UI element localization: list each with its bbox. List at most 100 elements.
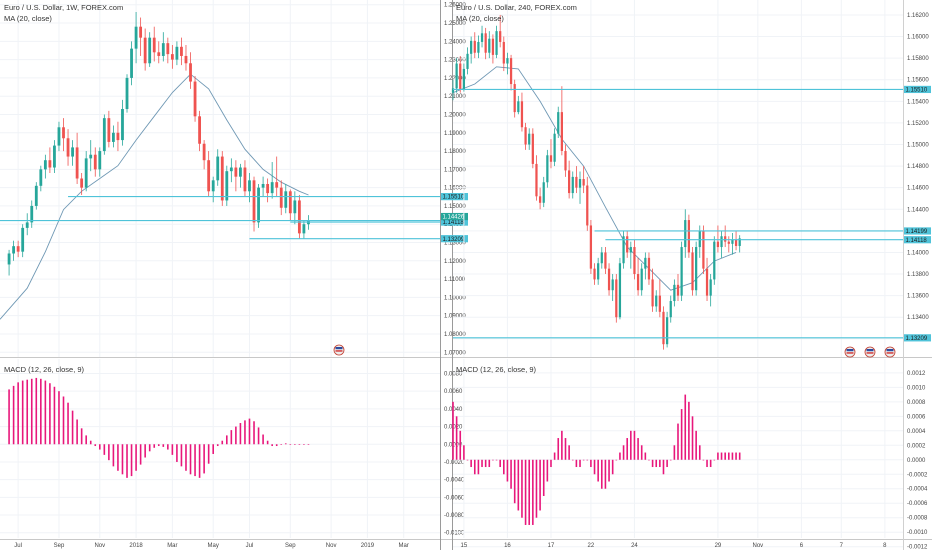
- macd-bar: [112, 444, 115, 467]
- candle: [216, 149, 220, 186]
- candle: [702, 225, 705, 275]
- candle-body: [586, 185, 589, 226]
- candle: [297, 194, 301, 239]
- L-y-tick: 1.24000: [444, 39, 466, 45]
- macd-bar: [717, 452, 719, 460]
- candle: [180, 37, 183, 66]
- candle-body: [575, 176, 578, 188]
- macd-bar: [253, 421, 255, 445]
- candle-body: [12, 246, 16, 254]
- candle-body: [261, 183, 265, 188]
- macd-bar: [130, 444, 133, 477]
- candle: [252, 176, 256, 232]
- candle: [111, 125, 115, 148]
- macd-bar: [194, 444, 196, 477]
- R-macd-y-tick: 0.0000: [907, 458, 926, 464]
- left-flag-icon[interactable]: [333, 344, 345, 356]
- candle: [600, 247, 603, 269]
- macd-bar: [207, 444, 210, 464]
- macd-bar: [239, 423, 242, 445]
- candle-body: [626, 236, 629, 253]
- macd-bar: [709, 459, 712, 468]
- macd-bar: [724, 452, 726, 460]
- candle: [39, 165, 43, 192]
- macd-bar: [492, 459, 494, 461]
- left-macd-chart[interactable]: 0.00800.00600.00400.00200.0000-0.0020-0.…: [0, 359, 465, 538]
- right-horizontal-levels[interactable]: [453, 88, 903, 339]
- candle-body: [43, 160, 47, 170]
- candle: [665, 311, 669, 348]
- candle-body: [560, 112, 563, 151]
- candle-body: [198, 116, 201, 144]
- candle: [207, 151, 211, 197]
- candle-body: [66, 138, 70, 157]
- candle: [655, 290, 658, 312]
- R-y-tick: 1.16200: [907, 13, 929, 19]
- macd-bar: [550, 459, 552, 468]
- candle-body: [662, 311, 665, 345]
- right-event-flags[interactable]: [844, 346, 896, 358]
- candle-body: [148, 37, 152, 64]
- candle: [48, 147, 52, 174]
- macd-bar: [85, 435, 87, 445]
- macd-bar: [503, 459, 505, 475]
- macd-bar: [728, 452, 730, 460]
- macd-bar: [103, 444, 106, 455]
- R-x-tick: 17: [548, 543, 555, 549]
- macd-bar: [608, 459, 610, 482]
- macd-bar: [513, 459, 516, 504]
- candle: [243, 160, 247, 197]
- candle-body: [513, 84, 516, 113]
- L-y-tick: 1.20000: [444, 112, 466, 118]
- macd-bar: [651, 459, 654, 468]
- candle: [202, 140, 206, 170]
- candle: [121, 99, 124, 146]
- candle-body: [220, 156, 224, 201]
- macd-bar: [185, 444, 187, 471]
- candle: [43, 154, 47, 179]
- candle: [484, 27, 487, 60]
- macd-bar: [58, 391, 60, 445]
- L-y-tick: 1.18000: [444, 149, 466, 155]
- us-flag-event-icon[interactable]: [864, 346, 876, 358]
- candle-body: [252, 180, 256, 223]
- candle-body: [553, 133, 556, 162]
- candle: [531, 128, 534, 169]
- candle-body: [687, 220, 691, 253]
- candle: [586, 176, 589, 231]
- left-price-chart[interactable]: 1.07000 1.08000 1.09000 1.10000 1.11000 1.120…: [0, 0, 468, 357]
- macd-bar: [21, 380, 24, 445]
- right-moving-average: [452, 66, 737, 291]
- us-flag-icon[interactable]: [844, 346, 856, 358]
- macd-bar: [564, 438, 567, 460]
- candle-body: [484, 33, 487, 53]
- candle-body: [189, 63, 192, 82]
- candle-body: [80, 178, 84, 188]
- candle-body: [636, 274, 640, 291]
- macd-bar: [495, 459, 498, 461]
- candle: [491, 34, 495, 64]
- L-macd-y-tick: -0.0040: [444, 478, 465, 484]
- R-y-tick: 1.14600: [907, 186, 929, 192]
- right-macd-chart[interactable]: 0.0012 0.0010 0.0008 0.0006 0.0004 0.0002 0.00…: [452, 359, 928, 550]
- left-horizontal-levels[interactable]: [0, 196, 440, 240]
- us-flag-event-2-icon[interactable]: [884, 346, 896, 358]
- candle: [731, 233, 734, 255]
- right-price-chart[interactable]: 1.132001.134001.136001.138001.140001.142…: [451, 0, 931, 358]
- L-macd-y-tick: -0.0020: [444, 460, 465, 466]
- macd-bar: [630, 430, 632, 460]
- candle: [239, 163, 242, 188]
- candle: [727, 236, 730, 253]
- candle-body: [557, 112, 560, 134]
- candle-body: [62, 127, 65, 139]
- candle: [279, 180, 283, 216]
- candle: [266, 178, 270, 203]
- candle-body: [477, 41, 480, 53]
- candle-body: [121, 108, 124, 141]
- candle-body: [216, 156, 220, 181]
- macd-bar: [221, 440, 224, 445]
- candle: [130, 41, 133, 86]
- macd-bar: [546, 459, 549, 482]
- macd-bar: [463, 445, 465, 460]
